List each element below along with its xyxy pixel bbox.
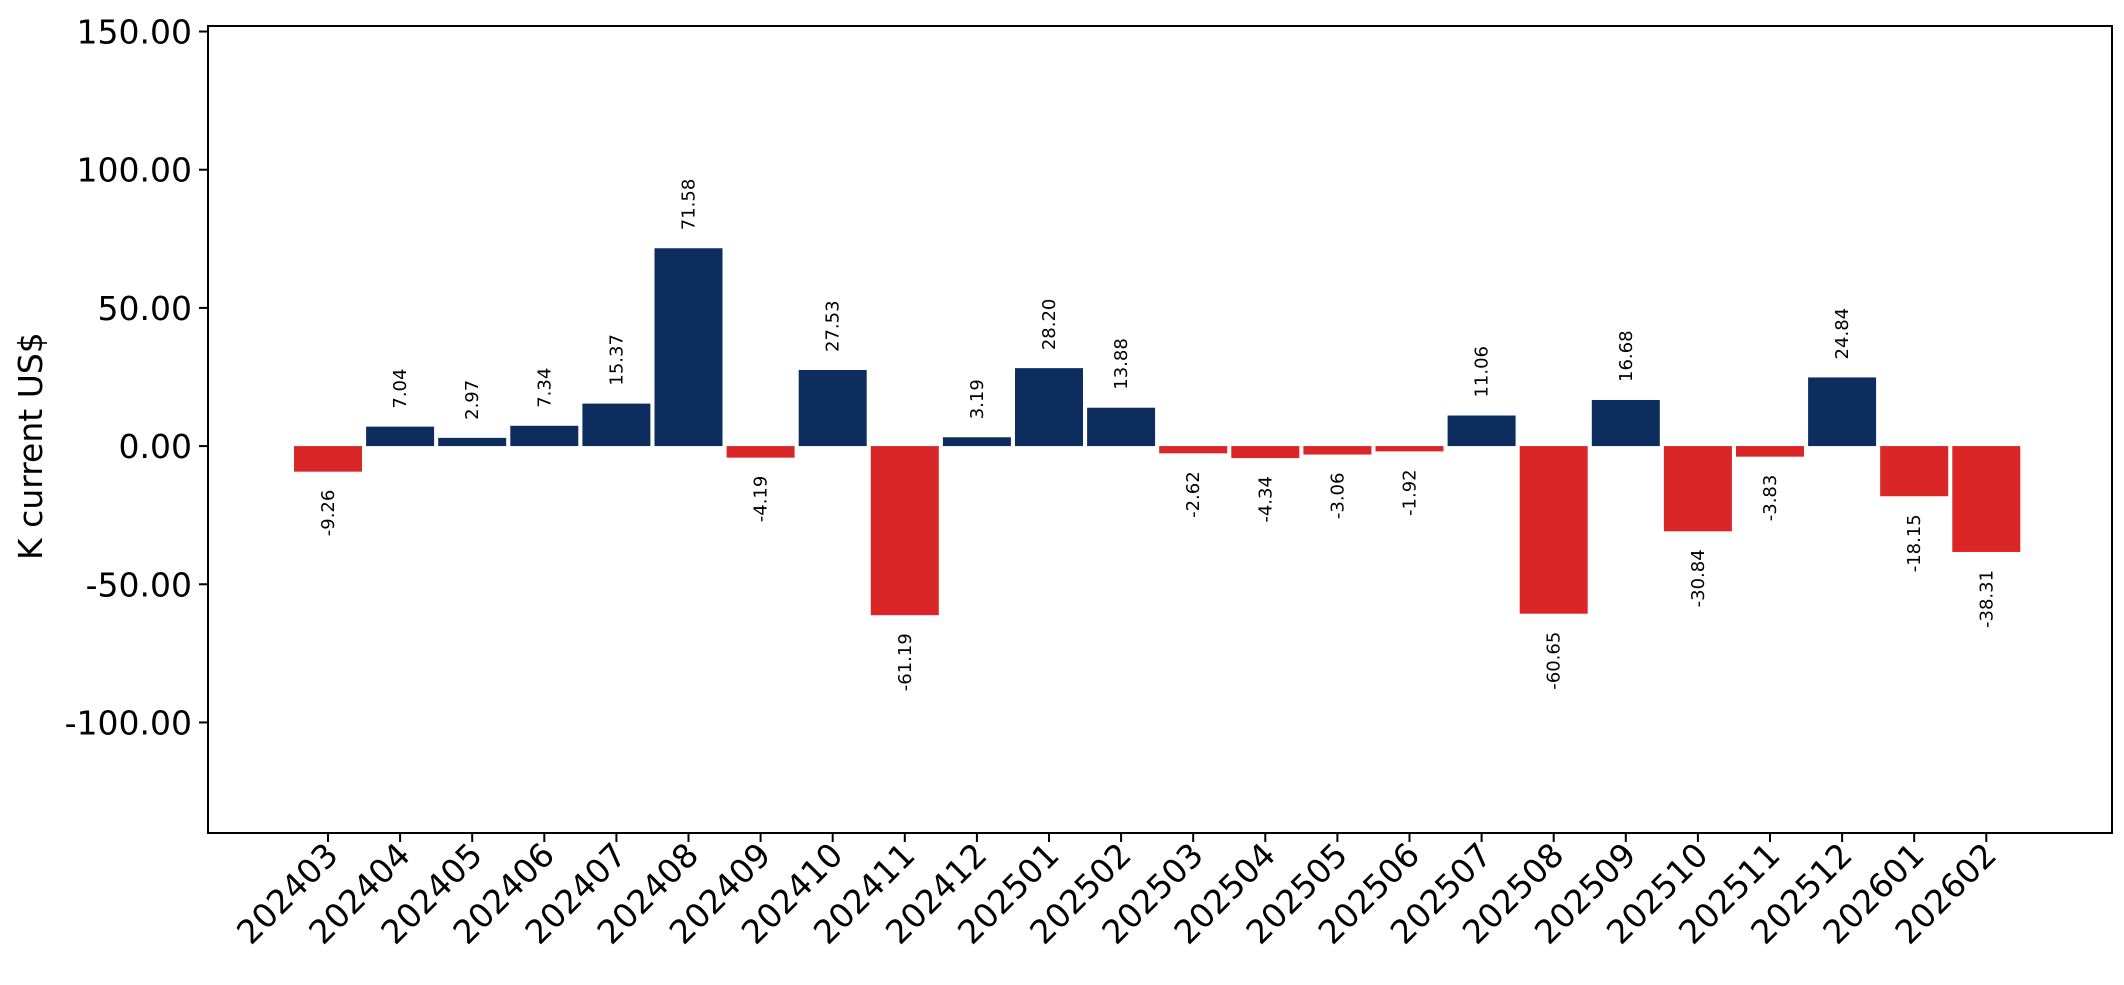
bar-value-label: -3.06 <box>1327 473 1348 520</box>
y-tick-label: 50.00 <box>98 289 192 328</box>
bar <box>1880 446 1949 497</box>
bar <box>1231 446 1300 459</box>
y-axis-title: K current US$ <box>11 332 50 560</box>
bar <box>1736 446 1804 457</box>
bar <box>654 248 723 447</box>
bar <box>870 446 939 616</box>
bar <box>294 446 362 472</box>
bar-value-label: -38.31 <box>1976 570 1997 628</box>
bars-layer <box>294 248 2021 616</box>
bar <box>1447 415 1516 447</box>
y-tick-label: 100.00 <box>77 151 192 190</box>
bar <box>798 369 867 447</box>
bar <box>1087 407 1156 447</box>
bar <box>1808 377 1877 447</box>
bar <box>1519 446 1588 614</box>
bar-value-label: -3.83 <box>1760 475 1781 522</box>
bar-labels-layer: -9.26 7.04 2.97 7.34 15.37 71.58 -4.19 27.53 -61… <box>318 179 1997 691</box>
bar-value-label: 7.34 <box>534 368 555 408</box>
bar-value-label: 11.06 <box>1472 346 1493 398</box>
bar <box>1303 446 1372 455</box>
bar-value-label: 7.04 <box>390 369 411 409</box>
bar <box>510 425 579 447</box>
bar <box>1015 368 1083 447</box>
bar <box>1952 446 2021 552</box>
bar-value-label: 13.88 <box>1111 338 1132 390</box>
y-tick-label: -100.00 <box>65 703 192 742</box>
bar-value-label: 71.58 <box>679 179 700 231</box>
bar <box>366 426 435 447</box>
bar <box>942 437 1011 447</box>
bar-value-label: -2.62 <box>1183 471 1204 518</box>
bar <box>1159 446 1228 454</box>
bar <box>1591 399 1660 447</box>
x-axis: 2024032024042024052024062024072024082024… <box>229 833 2004 952</box>
bar-value-label: 15.37 <box>606 334 627 386</box>
plot-area-frame <box>207 25 2113 834</box>
bar-value-label: 27.53 <box>823 300 844 352</box>
bar-value-label: 28.20 <box>1039 299 1060 351</box>
bar <box>1375 446 1444 452</box>
y-tick-label: -50.00 <box>86 565 192 604</box>
bar-value-label: -60.65 <box>1544 632 1565 690</box>
bar <box>438 437 507 447</box>
bar-value-label: 2.97 <box>462 380 483 420</box>
bar <box>582 403 651 447</box>
bar-value-label: -61.19 <box>895 633 916 691</box>
y-tick-label: 150.00 <box>77 13 192 52</box>
bar-value-label: -4.34 <box>1255 476 1276 523</box>
y-axis: -100.00 -50.00 0.00 50.00 100.00 150.00 <box>65 13 208 742</box>
bar <box>726 446 795 458</box>
bar-value-label: -9.26 <box>318 490 339 537</box>
bar-value-label: -18.15 <box>1904 514 1925 572</box>
bar-value-label: -30.84 <box>1688 549 1709 607</box>
bar-value-label: 24.84 <box>1832 308 1853 360</box>
bar-value-label: 16.68 <box>1616 330 1637 382</box>
bar-value-label: -1.92 <box>1400 469 1421 516</box>
bar-value-label: 3.19 <box>967 379 988 419</box>
bar <box>1663 446 1732 532</box>
bar-value-label: -4.19 <box>751 476 772 523</box>
y-tick-label: 0.00 <box>119 427 192 466</box>
